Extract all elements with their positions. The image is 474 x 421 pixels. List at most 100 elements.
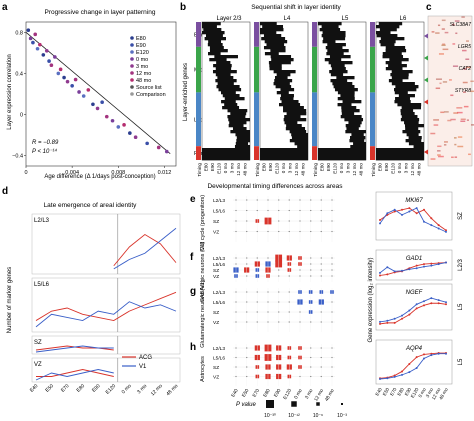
panel-d-xtick-label: E80 [76, 383, 87, 394]
panel-b-heatmap-cell [266, 43, 285, 47]
panel-b-heatmap-cell [236, 136, 250, 140]
panel-b-heatmap-cell [263, 46, 286, 50]
panel-b-heatmap-cell [327, 43, 346, 47]
panel-b-heatmap-cell [324, 58, 342, 62]
dot-row-label: VZ [213, 375, 219, 381]
panel-b-xtick-label: 0 mo [223, 163, 228, 174]
line-chart-point [401, 370, 403, 373]
line-chart-point [445, 261, 447, 264]
panel-b-heatmap-cell [379, 40, 396, 44]
panel-b-heatmap-cell [260, 154, 308, 158]
panel-b-timing-bar [196, 146, 201, 160]
pvalue-legend-square [291, 401, 297, 407]
panel-b-xtick-label: Timing [197, 163, 202, 177]
line-chart-point [408, 309, 411, 312]
panel-b-timing-bar [196, 46, 201, 93]
panel-b-heatmap-cell [274, 79, 293, 83]
panel-b-heatmap-cell [391, 76, 409, 80]
line-chart-gene: GAD1 [406, 256, 422, 262]
panel-b-heatmap-cell [405, 127, 419, 131]
dot-row-label: SZ [213, 268, 219, 274]
panel-b-heatmap-cell [353, 142, 366, 146]
panel-d-xtick-label: E40 [29, 383, 40, 394]
line-xtick-label: 3 mo [425, 387, 435, 399]
panel-b-heatmap-cell [209, 49, 228, 53]
line-chart-point [437, 263, 440, 266]
panel-b-heatmap-cell [349, 136, 366, 140]
panel-c-spot [468, 153, 471, 156]
panel-b-heatmap-cell [376, 148, 424, 152]
panel-d-row-label: L5/L6 [34, 282, 50, 288]
panel-a-xlabel: Age difference (Δ 1/days post-conception… [44, 174, 155, 180]
panel-c-spot [443, 141, 448, 143]
panel-a-legend-marker [130, 71, 134, 75]
panel-a-letter: a [2, 2, 8, 13]
panel-c-spot [470, 90, 474, 93]
panel-b-letter: b [180, 2, 186, 13]
panel-d-legend: ACG V1 [122, 355, 152, 370]
panel-c-spot [431, 31, 435, 33]
panel-a-legend-label: Comparison [136, 92, 166, 98]
line-chart-gene: AQP4 [405, 346, 423, 352]
panel-c-spot [442, 48, 449, 51]
panel-b-xtick-label: E80 [320, 163, 325, 172]
panel-d-xtick-label: 3 mo [136, 383, 148, 395]
dot-row-label: L2/L3 [213, 346, 225, 352]
panel-b-xtick-label: 3 mo [404, 163, 409, 174]
line-chart-point [393, 375, 396, 378]
dot-row-label: L2/L3 [213, 290, 225, 296]
panel-b-heatmap-cell [268, 61, 291, 65]
panel-b-heatmap-cell [260, 148, 308, 152]
panel-b-heatmap-cell [230, 112, 247, 116]
line-chart-point [437, 302, 440, 305]
panel-a-point [65, 79, 70, 84]
panel-b-layer-title: L5 [342, 16, 349, 22]
panel-d-series-line [35, 369, 114, 381]
panel-b-heatmap-cell [283, 109, 307, 113]
panel-c-spot [452, 65, 459, 67]
panel-c-gene-label: CAT2 [459, 66, 472, 72]
panel-b-heatmap-cell [235, 142, 249, 146]
panel-b-heatmap-cell [382, 55, 404, 59]
panel-b-timing-bar [196, 92, 201, 147]
line-chart-point [379, 322, 381, 325]
panel-b-xtick-label: E90 [210, 163, 215, 172]
panel-b-xtick-label: E120 [333, 163, 338, 174]
line-xtick-label: 12 mo [431, 387, 442, 401]
line-chart-point [430, 262, 433, 265]
panel-a-point [91, 102, 95, 107]
panel-b-heatmap-cell [380, 37, 405, 41]
panel-c-spot [465, 58, 470, 60]
panel-a-legend-label: 48 mo [136, 78, 151, 84]
panel-b-heatmap-cell [401, 115, 418, 119]
panel-b-heatmap-cell [349, 139, 365, 143]
panel-b-heatmap-cell [322, 40, 336, 44]
panel-b-heatmap-cell [281, 100, 299, 104]
line-chart-point [401, 269, 403, 272]
dot-xtick-label: 12 mo [313, 388, 325, 403]
panel-a-point [53, 55, 57, 59]
panel-a-point [31, 40, 35, 45]
line-chart-point [408, 210, 411, 213]
panel-b-heatmap-cell [331, 67, 346, 71]
dot-row-label: L2/L3 [213, 198, 225, 204]
panel-a-point [62, 75, 66, 80]
panel-b-heatmap-cell [330, 64, 345, 68]
panel-c-spot [442, 81, 448, 83]
line-chart-point [430, 354, 433, 357]
panel-b-heatmap-cell [264, 52, 279, 56]
panel-b-heatmap-cell [340, 115, 362, 119]
panel-b-heatmap-cell [337, 91, 355, 95]
panel-c-spot [454, 143, 457, 146]
line-chart-point [430, 302, 433, 305]
panel-c-spot [461, 16, 465, 18]
panel-b-heatmap-cell [202, 151, 250, 155]
panel-b-heatmap-cell [408, 136, 422, 140]
panel-b-xtick-label: 48 mo [243, 163, 248, 176]
panel-b-heatmap-cell [212, 70, 237, 74]
panel-b-heatmap-cell [385, 46, 406, 50]
panel-c-spot [437, 24, 441, 27]
dot-row-label: L5/L6 [213, 300, 225, 306]
panel-b-timing-bar [370, 146, 375, 160]
panel-b-heatmap-cell [318, 157, 366, 161]
